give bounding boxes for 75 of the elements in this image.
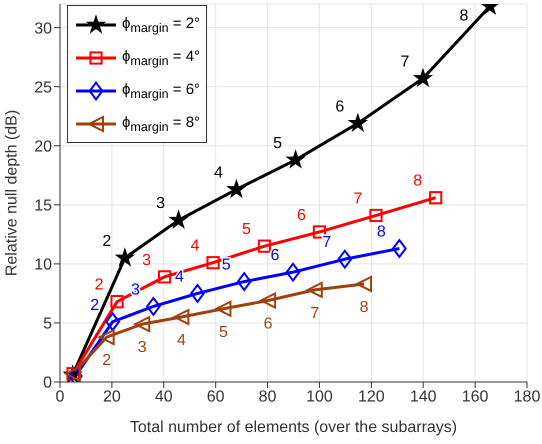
annotation: 8 [360, 298, 369, 316]
y-tick-label: 15 [34, 197, 52, 214]
point [215, 300, 232, 317]
point [356, 276, 372, 292]
annotation: 6 [296, 206, 306, 224]
point [173, 309, 190, 326]
legend-label: ϕ$_{margin}$ = 6° [122, 80, 200, 100]
legend-label: ϕ$_{margin}$ = 2° [122, 14, 200, 34]
point [158, 270, 172, 284]
annotation: 2 [94, 276, 104, 294]
point [134, 316, 150, 332]
point [258, 240, 272, 253]
annotation: 4 [214, 164, 223, 182]
x-tick-label: 140 [410, 388, 437, 406]
annotation: 8 [459, 7, 468, 24]
y-tick-label: 25 [34, 79, 52, 96]
x-tick-label: 0 [56, 388, 65, 406]
y-tick-label: 30 [34, 20, 52, 38]
x-tick-label: 40 [154, 388, 173, 406]
annotation: 4 [176, 332, 186, 350]
point [429, 191, 442, 204]
y-axis-title: Relative null depth (dB) [4, 110, 21, 276]
annotation: 2 [102, 352, 112, 370]
annotation: 3 [156, 195, 166, 212]
point [392, 239, 407, 258]
point [206, 256, 220, 270]
y-tick-label: 5 [43, 316, 52, 333]
annotation: 8 [413, 172, 422, 190]
point [98, 329, 115, 346]
annotation: 7 [310, 304, 320, 322]
x-tick-label: 120 [358, 388, 385, 406]
annotation: 6 [335, 98, 344, 116]
point [169, 210, 188, 228]
x-tick-label: 20 [102, 388, 121, 406]
point [110, 295, 124, 308]
annotation: 5 [242, 221, 251, 238]
annotation: 6 [270, 247, 280, 264]
point [116, 248, 134, 266]
point [190, 284, 205, 303]
annotation: 7 [354, 190, 363, 208]
y-tick-label: 10 [34, 256, 52, 274]
point [286, 150, 305, 168]
point [414, 68, 432, 86]
annotation: 7 [322, 234, 332, 252]
point [260, 292, 276, 308]
point [306, 282, 323, 298]
annotation: 5 [218, 324, 228, 341]
annotation: 5 [222, 256, 231, 274]
point [348, 114, 367, 132]
point [338, 250, 352, 269]
point [227, 180, 246, 198]
y-tick-label: 20 [34, 138, 52, 156]
point [146, 297, 161, 316]
annotation: 8 [376, 224, 386, 241]
annotation: 5 [273, 134, 282, 152]
annotation: 4 [190, 238, 200, 255]
point [236, 272, 252, 291]
x-tick-label: 80 [258, 388, 277, 406]
point [286, 262, 300, 282]
annotation: 2 [90, 296, 100, 314]
legend-label: ϕ$_{margin}$ = 4° [122, 48, 200, 68]
point [369, 208, 383, 222]
annotation: 3 [142, 252, 152, 269]
x-axis-title: Total number of elements (over the subarrays) [130, 419, 458, 436]
annotation: 3 [138, 339, 147, 356]
y-tick-label: 0 [43, 374, 52, 392]
x-tick-label: 160 [462, 388, 489, 406]
x-tick-label: 60 [206, 388, 225, 406]
x-tick-label: 180 [514, 388, 540, 406]
legend-label: ϕ$_{margin}$ = 8° [122, 114, 200, 134]
annotation: 2 [102, 232, 112, 250]
x-tick-label: 100 [306, 388, 333, 406]
annotation: 6 [264, 315, 273, 332]
annotation: 7 [400, 53, 410, 70]
point [105, 312, 120, 332]
